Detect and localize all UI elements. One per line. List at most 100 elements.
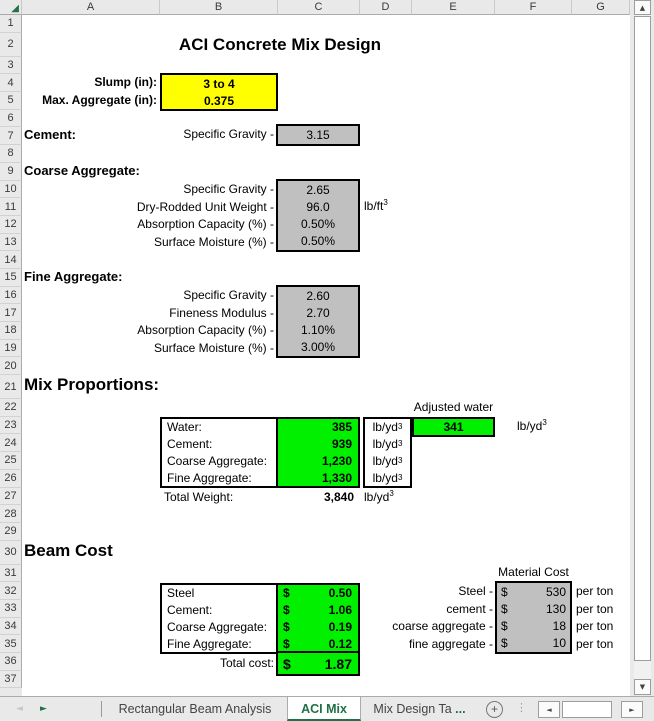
tab-aci-mix[interactable]: ACI Mix [287, 697, 361, 721]
row-header[interactable]: 14 [0, 251, 22, 269]
fine-fineness-value: 2.70 [306, 305, 330, 320]
row-header[interactable]: 26 [0, 469, 22, 488]
row-header[interactable]: 19 [0, 339, 22, 358]
cost-value: 0.19 [328, 619, 352, 634]
row-header[interactable]: 7 [0, 127, 22, 146]
material-cost-block[interactable]: $530 $130 $18 $10 [495, 581, 572, 654]
column-header-c[interactable]: C [278, 0, 360, 15]
currency-symbol: $ [283, 603, 290, 618]
column-header-g[interactable]: G [572, 0, 630, 15]
row-header[interactable]: 6 [0, 109, 22, 128]
fine-input-block[interactable]: 2.60 2.70 1.10% 3.00% [276, 285, 360, 358]
add-sheet-button[interactable]: + [486, 701, 503, 718]
row-header[interactable]: 18 [0, 322, 22, 340]
price-value: 18 [552, 619, 566, 634]
mix-values-box[interactable]: 385 939 1,230 1,330 [276, 417, 360, 488]
per-ton-unit: per ton [576, 619, 614, 633]
currency-symbol: $ [283, 636, 290, 651]
row-header[interactable]: 29 [0, 522, 22, 541]
beam-row-label: Coarse Aggregate: [167, 619, 268, 634]
row-header[interactable]: 20 [0, 357, 22, 376]
unit-text: lb/ft [364, 199, 384, 213]
fine-moisture-value: 3.00% [300, 340, 336, 355]
row-header[interactable]: 3 [0, 56, 22, 75]
design-input-block: 3 to 4 0.375 [160, 73, 278, 111]
row-header[interactable]: 31 [0, 564, 22, 583]
fine-row-label: Specific Gravity - [183, 288, 274, 302]
row-header[interactable]: 36 [0, 653, 22, 671]
row-header[interactable]: 34 [0, 617, 22, 636]
row-header[interactable]: 17 [0, 304, 22, 322]
vertical-scrollbar[interactable]: ▲ ▼ [634, 0, 651, 695]
column-header-b[interactable]: B [160, 0, 278, 15]
row-header[interactable]: 30 [0, 540, 22, 565]
material-row-label: coarse aggregate - [392, 619, 493, 633]
tab-nav-left-icon[interactable]: ◄ [16, 704, 23, 714]
scroll-up-button[interactable]: ▲ [634, 0, 651, 15]
plus-icon: + [490, 702, 498, 716]
row-header[interactable]: 24 [0, 434, 22, 453]
cement-sg-cell[interactable]: 3.15 [276, 124, 360, 146]
row-header[interactable]: 25 [0, 452, 22, 470]
row-header[interactable]: 10 [0, 180, 22, 199]
unit-text: lb/yd [372, 437, 398, 452]
material-cost-heading: Material Cost [498, 565, 569, 579]
row-header[interactable]: 8 [0, 145, 22, 163]
hscroll-left-button[interactable]: ◄ [538, 701, 560, 718]
column-header-f[interactable]: F [495, 0, 572, 15]
beam-cement-cost: $1.06 [278, 602, 358, 619]
tab-rectangular-beam-analysis[interactable]: Rectangular Beam Analysis [118, 702, 272, 716]
coarse-absorption-value: 0.50% [300, 217, 336, 232]
slump-label: Slump (in): [94, 75, 157, 89]
cost-value: 1.06 [328, 603, 352, 618]
row-header[interactable]: 22 [0, 399, 22, 417]
column-header-a[interactable]: A [22, 0, 160, 15]
select-all-triangle-icon: ◢ [11, 3, 19, 14]
column-header-d[interactable]: D [360, 0, 412, 15]
row-header[interactable]: 33 [0, 599, 22, 618]
slump-input-cell[interactable]: 3 to 4 [203, 76, 235, 91]
adjusted-water-cell[interactable]: 341 [412, 417, 495, 437]
coarse-input-block[interactable]: 2.65 96.0 0.50% 0.50% [276, 179, 360, 252]
mix-row-label: Water: [167, 420, 202, 435]
row-header[interactable]: 23 [0, 416, 22, 435]
per-ton-unit: per ton [576, 584, 614, 598]
column-header-e[interactable]: E [412, 0, 495, 15]
beam-steel-cost: $0.50 [278, 585, 358, 602]
row-header[interactable]: 11 [0, 198, 22, 216]
beam-values-box[interactable]: $0.50 $1.06 $0.19 $0.12 [276, 583, 360, 654]
row-header[interactable]: 32 [0, 582, 22, 600]
scroll-down-button[interactable]: ▼ [634, 679, 651, 695]
total-cost-cell[interactable]: $1.87 [276, 651, 360, 676]
tab-nav-right-icon[interactable]: ► [40, 704, 47, 714]
vertical-scroll-thumb[interactable] [634, 16, 651, 661]
tab-mix-design-table[interactable]: Mix Design Ta ... [361, 697, 478, 721]
unit-exponent: 3 [383, 198, 388, 207]
row-header[interactable]: 9 [0, 162, 22, 181]
row-header[interactable]: 27 [0, 487, 22, 506]
mix-row-unit: lb/yd 3 [372, 453, 403, 468]
tab-label: Mix Design Ta [373, 702, 452, 716]
cement-section-heading: Cement: [24, 127, 77, 142]
horizontal-scroll-thumb[interactable] [562, 701, 612, 718]
row-header[interactable]: 28 [0, 505, 22, 523]
row-header[interactable]: 4 [0, 74, 22, 93]
row-header[interactable]: 1 [0, 15, 22, 33]
row-header[interactable]: 35 [0, 635, 22, 653]
row-header[interactable]: 5 [0, 92, 22, 110]
select-all-corner[interactable]: ◢ [0, 0, 22, 15]
row-header[interactable]: 16 [0, 286, 22, 305]
hscroll-right-button[interactable]: ► [621, 701, 643, 718]
row-header[interactable]: 12 [0, 215, 22, 234]
row-header[interactable]: 2 [0, 32, 22, 57]
fine-section-heading: Fine Aggregate: [24, 269, 123, 284]
beam-row-label: Fine Aggregate: [167, 636, 252, 651]
row-header[interactable]: 13 [0, 233, 22, 252]
row-header[interactable]: 37 [0, 670, 22, 689]
per-ton-unit: per ton [576, 602, 614, 616]
row-header[interactable]: 21 [0, 375, 22, 400]
currency-symbol: $ [501, 601, 508, 616]
max-aggregate-input-cell[interactable]: 0.375 [203, 93, 235, 108]
currency-symbol: $ [283, 586, 290, 601]
row-header[interactable]: 15 [0, 268, 22, 287]
